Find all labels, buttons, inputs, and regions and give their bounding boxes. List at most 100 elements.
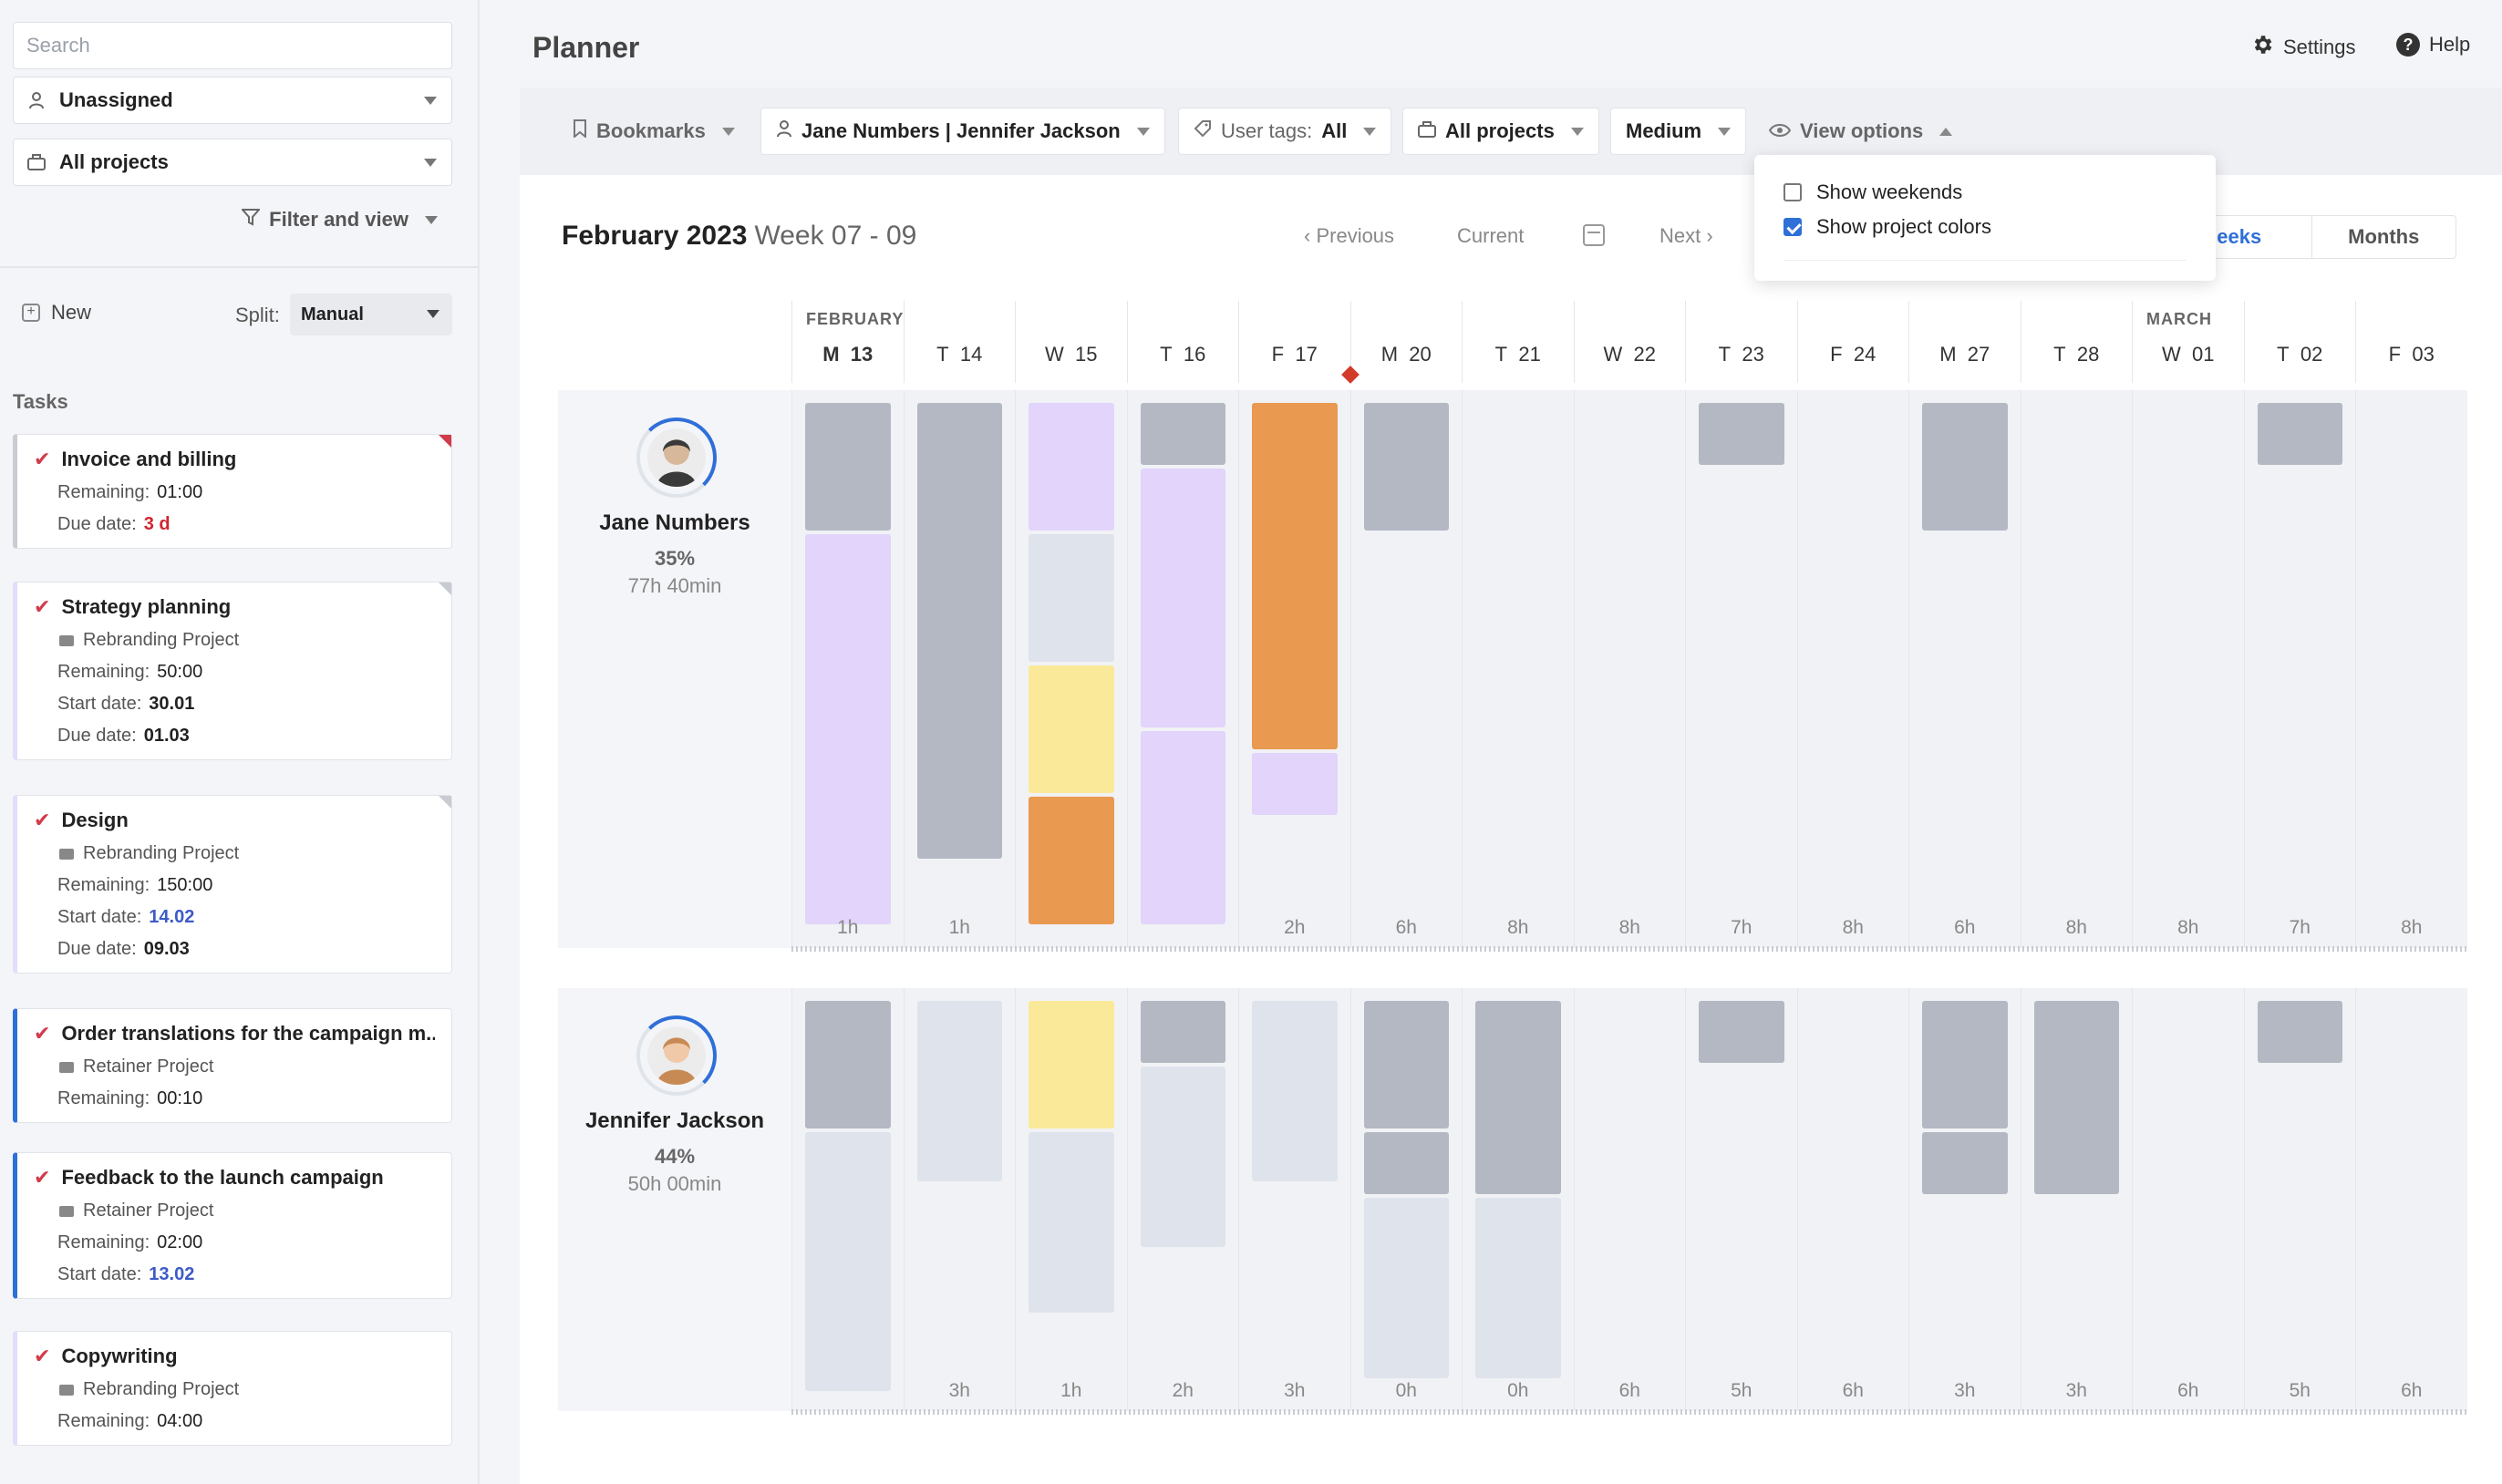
check-icon[interactable]: ✔ [34, 1022, 51, 1045]
day-cell[interactable]: 8h [1462, 390, 1574, 948]
task-card[interactable]: ✔ Strategy planning Rebranding Project Rema… [13, 582, 452, 760]
allocation-block[interactable] [1363, 1132, 1449, 1194]
next-button[interactable]: Next › [1659, 224, 1713, 248]
allocation-block[interactable] [1922, 1001, 2008, 1128]
bookmarks-button[interactable]: Bookmarks [558, 108, 750, 155]
calendar-icon[interactable] [1583, 224, 1605, 246]
day-cell[interactable]: 3h [2020, 988, 2133, 1411]
show-project-colors-option[interactable]: Show project colors [1783, 210, 2187, 244]
allocation-block[interactable] [1475, 1198, 1561, 1378]
avatar[interactable] [647, 428, 706, 487]
day-cell[interactable]: 3h [1238, 988, 1350, 1411]
task-card[interactable]: ✔ Design Rebranding Project Remaining: 150:0… [13, 795, 452, 974]
allocation-block[interactable] [805, 403, 891, 531]
settings-button[interactable]: Settings [2250, 33, 2356, 62]
allocation-block[interactable] [805, 534, 891, 924]
task-card[interactable]: ✔ Invoice and billing Remaining: 01:00 Due d… [13, 434, 452, 549]
projects-select[interactable]: All projects [13, 139, 452, 186]
day-cell[interactable]: 8h [1796, 390, 1909, 948]
allocation-block[interactable] [2257, 403, 2342, 465]
day-cell[interactable] [791, 988, 904, 1411]
allocation-block[interactable] [1363, 403, 1449, 531]
show-weekends-option[interactable]: Show weekends [1783, 175, 2187, 210]
day-cell[interactable]: 6h [1573, 988, 1686, 1411]
day-cell[interactable]: 8h [2132, 390, 2244, 948]
allocation-block[interactable] [2257, 1001, 2342, 1063]
check-icon[interactable]: ✔ [34, 1345, 51, 1367]
check-icon[interactable]: ✔ [34, 595, 51, 618]
day-cell[interactable]: 6h [1349, 390, 1463, 948]
allocation-block[interactable] [1922, 403, 2008, 531]
day-cell[interactable]: 1h [1015, 988, 1127, 1411]
day-cell[interactable]: 8h [1573, 390, 1686, 948]
day-cell[interactable]: 1h [791, 390, 904, 948]
day-cell[interactable]: 2h [1238, 390, 1350, 948]
allocation-block[interactable] [1363, 1001, 1449, 1128]
allocation-block[interactable] [1029, 1132, 1114, 1313]
show-project-colors-checkbox[interactable] [1783, 218, 1802, 236]
allocation-block[interactable] [1140, 1067, 1225, 1247]
check-icon[interactable]: ✔ [34, 809, 51, 831]
help-button[interactable]: ? Help [2396, 33, 2470, 57]
current-button[interactable]: Current [1457, 224, 1524, 248]
day-cell[interactable]: 5h [2243, 988, 2356, 1411]
task-card[interactable]: ✔ Order translations for the campaign m..… [13, 1008, 452, 1123]
day-cell[interactable]: 7h [2243, 390, 2356, 948]
allocation-block[interactable] [1252, 1001, 1338, 1181]
size-select[interactable]: Medium [1610, 108, 1747, 155]
allocation-block[interactable] [1252, 753, 1338, 815]
allocation-block[interactable] [916, 1001, 1002, 1181]
search-input[interactable]: Search [13, 22, 452, 69]
day-cell[interactable]: 6h [1796, 988, 1909, 1411]
day-cell[interactable]: 3h [903, 988, 1016, 1411]
show-weekends-checkbox[interactable] [1783, 183, 1802, 201]
projects-filter-select[interactable]: All projects [1402, 108, 1599, 155]
allocation-block[interactable] [916, 403, 1002, 859]
day-cell[interactable]: 0h [1349, 988, 1463, 1411]
day-cell[interactable] [1126, 390, 1239, 948]
task-card[interactable]: ✔ Feedback to the launch campaign Retainer… [13, 1152, 452, 1299]
allocation-block[interactable] [1140, 1001, 1225, 1063]
view-options-button[interactable]: View options [1754, 108, 1967, 155]
day-cell[interactable]: 7h [1685, 390, 1797, 948]
filter-and-view-button[interactable]: Filter and view [240, 208, 438, 232]
day-cell[interactable]: 5h [1685, 988, 1797, 1411]
allocation-block[interactable] [1029, 665, 1114, 793]
allocation-block[interactable] [1029, 1001, 1114, 1128]
new-task-button[interactable]: + New [22, 301, 91, 325]
allocation-block[interactable] [1699, 403, 1784, 465]
day-cell[interactable]: 8h [2355, 390, 2467, 948]
previous-button[interactable]: ‹ Previous [1304, 224, 1394, 248]
allocation-block[interactable] [805, 1001, 891, 1128]
check-icon[interactable]: ✔ [34, 448, 51, 470]
day-cell[interactable]: 6h [2132, 988, 2244, 1411]
allocation-block[interactable] [1029, 797, 1114, 924]
day-cell[interactable]: 6h [1908, 390, 2021, 948]
allocation-block[interactable] [1363, 1198, 1449, 1378]
allocation-block[interactable] [1029, 403, 1114, 531]
allocation-block[interactable] [2033, 1001, 2119, 1194]
users-select[interactable]: Jane Numbers | Jennifer Jackson [760, 108, 1165, 155]
day-cell[interactable]: 8h [2020, 390, 2133, 948]
day-cell[interactable]: 3h [1908, 988, 2021, 1411]
allocation-block[interactable] [1475, 1001, 1561, 1194]
user-tags-select[interactable]: User tags: All [1178, 108, 1392, 155]
allocation-block[interactable] [805, 1132, 891, 1391]
day-cell[interactable]: 1h [903, 390, 1016, 948]
allocation-block[interactable] [1140, 403, 1225, 465]
allocation-block[interactable] [1029, 534, 1114, 662]
day-cell[interactable]: 6h [2355, 988, 2467, 1411]
allocation-block[interactable] [1922, 1132, 2008, 1194]
task-card[interactable]: ✔ Copywriting Rebranding Project Remaining:… [13, 1331, 452, 1446]
day-cell[interactable]: 2h [1126, 988, 1239, 1411]
avatar[interactable] [647, 1026, 706, 1085]
allocation-block[interactable] [1699, 1001, 1784, 1063]
split-select[interactable]: Manual [290, 294, 452, 335]
allocation-block[interactable] [1252, 403, 1338, 749]
check-icon[interactable]: ✔ [34, 1166, 51, 1189]
day-cell[interactable] [1015, 390, 1127, 948]
day-cell[interactable]: 0h [1462, 988, 1574, 1411]
assignee-select[interactable]: Unassigned [13, 77, 452, 124]
tab-months[interactable]: Months [2348, 225, 2420, 248]
allocation-block[interactable] [1140, 731, 1225, 924]
